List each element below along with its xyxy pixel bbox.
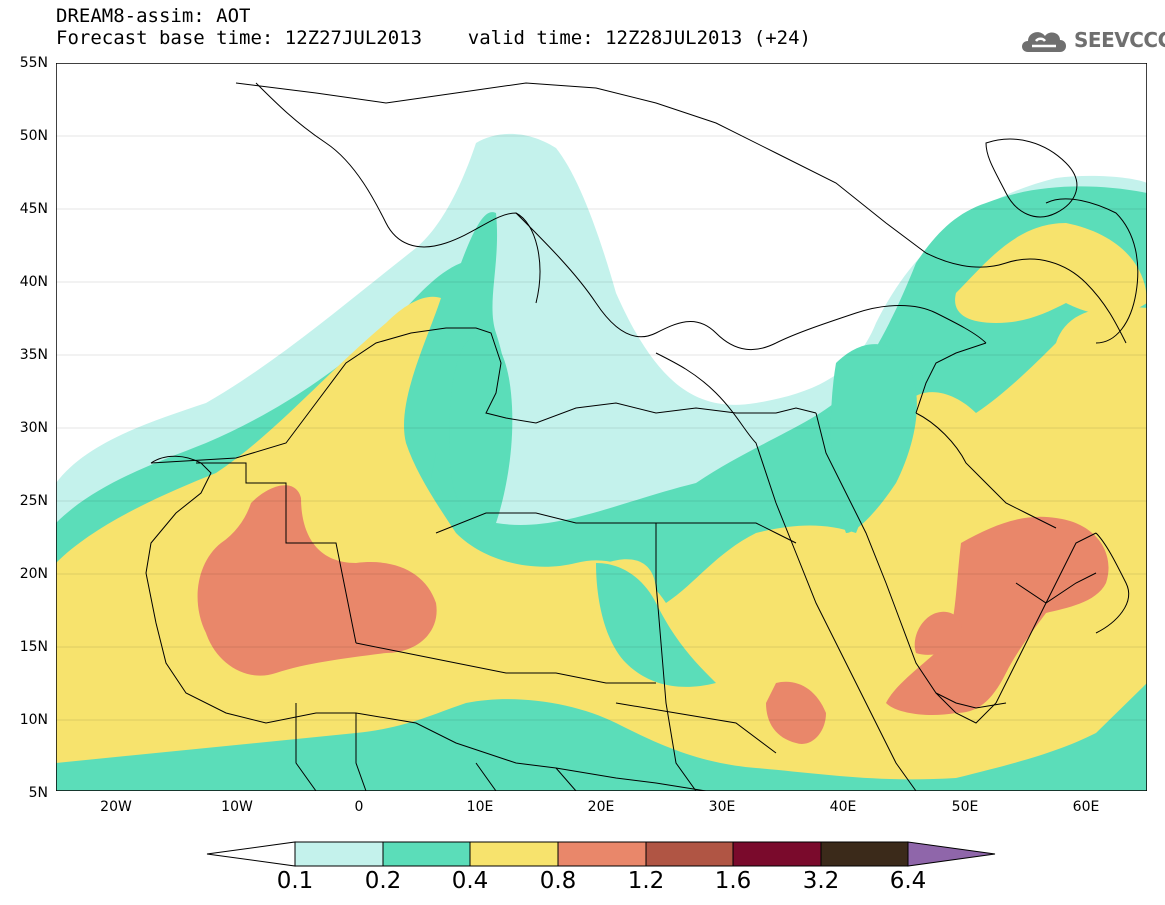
colorbar-segment [732, 841, 822, 867]
lon-label: 30E [708, 799, 736, 815]
lon-label: 50E [951, 799, 979, 815]
aot-colorbar [206, 841, 996, 867]
lon-label: 60E [1072, 799, 1100, 815]
colorbar-label: 0.1 [276, 868, 314, 894]
lat-label: 45N [19, 201, 48, 217]
colorbar-segment [645, 841, 734, 867]
cloud-logo-icon [1022, 32, 1066, 52]
colorbar-label: 0.4 [451, 868, 489, 894]
lat-label: 10N [19, 712, 48, 728]
colorbar-label: 0.2 [364, 868, 402, 894]
colorbar-label: 1.2 [627, 868, 665, 894]
logo-text: SEEVCCC [1074, 28, 1165, 52]
lat-label: 25N [19, 493, 48, 509]
lat-label: 30N [19, 420, 48, 436]
colorbar-high-arrow [907, 841, 996, 867]
lat-label: 50N [19, 128, 48, 144]
colorbar-label: 1.6 [714, 868, 752, 894]
lat-label: 15N [19, 639, 48, 655]
colorbar-label: 3.2 [802, 868, 840, 894]
lon-label: 20E [587, 799, 615, 815]
map-gridlines [56, 135, 1147, 721]
lat-label: 35N [19, 347, 48, 363]
aot-contour-08-12 [197, 485, 1109, 744]
colorbar-segment [557, 841, 647, 867]
lat-label: 5N [28, 785, 48, 801]
map-subtitle: Forecast base time: 12Z27JUL2013 valid t… [56, 27, 811, 49]
colorbar-label: 6.4 [889, 868, 927, 894]
lat-label: 55N [19, 55, 48, 71]
colorbar-segment [382, 841, 471, 867]
lon-label: 10E [466, 799, 494, 815]
colorbar-segment [469, 841, 559, 867]
lat-label: 20N [19, 566, 48, 582]
lat-label: 40N [19, 274, 48, 290]
coastlines-borders [145, 82, 1139, 791]
lon-label: 10W [221, 799, 253, 815]
colorbar-segment [820, 841, 909, 867]
lon-label: 20W [100, 799, 132, 815]
map-title: DREAM8-assim: AOT [56, 5, 251, 27]
lon-label: 40E [829, 799, 857, 815]
colorbar-low-arrow [206, 841, 296, 867]
seevccc-logo: SEEVCCC [1018, 22, 1165, 58]
colorbar-segment [294, 841, 384, 867]
lon-label: 0 [354, 799, 364, 815]
aot-map [56, 63, 1147, 791]
aot-contour-inner-green [56, 335, 1147, 791]
colorbar-label: 0.8 [539, 868, 577, 894]
